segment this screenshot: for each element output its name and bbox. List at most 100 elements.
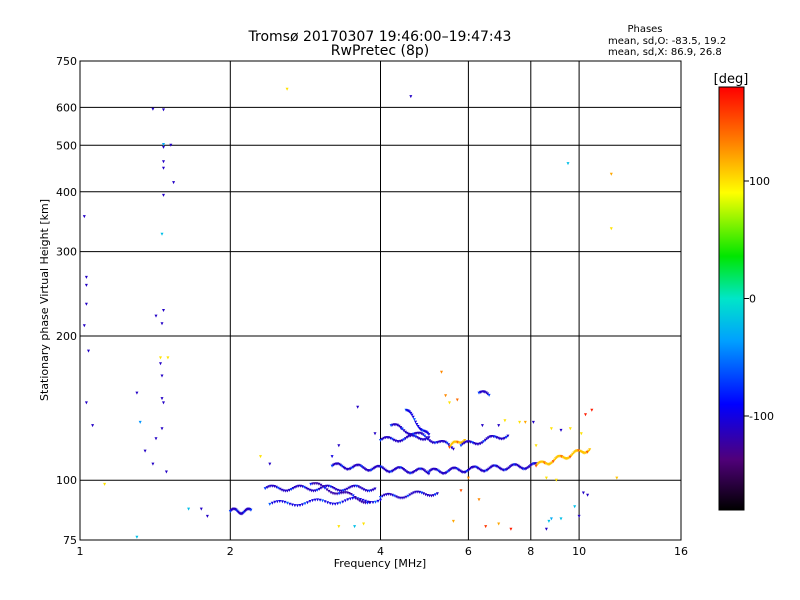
echo-point bbox=[287, 488, 291, 492]
echo-point bbox=[414, 420, 418, 424]
grid-layer bbox=[80, 61, 681, 540]
echo-point bbox=[289, 488, 293, 491]
echo-point bbox=[503, 436, 507, 440]
echo-point bbox=[304, 486, 308, 490]
echo-point bbox=[285, 87, 289, 91]
echo-point bbox=[323, 500, 327, 504]
echo-point bbox=[459, 444, 463, 448]
echo-point bbox=[554, 478, 558, 482]
echo-point bbox=[392, 438, 396, 442]
echo-point bbox=[297, 484, 301, 488]
echo-point bbox=[451, 447, 455, 451]
echo-point bbox=[358, 486, 362, 490]
echo-point bbox=[400, 427, 404, 431]
echo-point bbox=[341, 489, 345, 493]
echo-point bbox=[265, 486, 269, 490]
echo-point bbox=[384, 493, 388, 497]
echo-point bbox=[340, 489, 343, 493]
echo-point bbox=[579, 432, 583, 436]
echo-point bbox=[373, 432, 377, 436]
echo-point bbox=[84, 401, 88, 405]
echo-point bbox=[135, 391, 139, 395]
echo-point bbox=[609, 172, 613, 176]
echo-point bbox=[484, 391, 488, 395]
echo-point bbox=[397, 424, 401, 428]
echo-point bbox=[325, 484, 329, 488]
echo-point bbox=[523, 420, 527, 424]
echo-point bbox=[433, 493, 437, 497]
echo-point bbox=[424, 436, 428, 440]
echo-point bbox=[295, 485, 299, 489]
echo-point bbox=[293, 486, 297, 489]
echo-point bbox=[404, 495, 408, 499]
echo-point bbox=[151, 462, 155, 466]
echo-point bbox=[485, 468, 489, 472]
echo-point bbox=[270, 501, 274, 505]
echo-point bbox=[403, 469, 407, 473]
echo-point bbox=[160, 232, 164, 236]
echo-point bbox=[338, 501, 342, 505]
echo-point bbox=[501, 437, 505, 441]
echo-point bbox=[160, 397, 164, 401]
echo-point bbox=[369, 489, 373, 493]
echo-point bbox=[410, 492, 414, 496]
echo-point bbox=[312, 489, 316, 493]
echo-point bbox=[343, 491, 347, 495]
echo-point bbox=[568, 427, 572, 431]
echo-point bbox=[544, 527, 548, 531]
echo-point bbox=[457, 468, 461, 472]
echo-point bbox=[332, 487, 336, 490]
echo-point bbox=[480, 424, 484, 428]
echo-point bbox=[362, 522, 366, 526]
echo-point bbox=[386, 492, 390, 496]
echo-point bbox=[367, 501, 371, 505]
echo-point bbox=[549, 517, 553, 521]
echo-point bbox=[362, 488, 366, 492]
echo-point bbox=[497, 424, 501, 428]
echo-point bbox=[283, 500, 287, 504]
echo-point bbox=[515, 463, 519, 467]
echo-point bbox=[331, 502, 335, 506]
echo-point bbox=[615, 476, 619, 480]
echo-point bbox=[286, 489, 289, 493]
echo-point bbox=[349, 485, 353, 489]
echo-point bbox=[347, 486, 351, 490]
y-tick-label: 200 bbox=[56, 330, 77, 343]
echo-point bbox=[398, 496, 402, 500]
echo-point bbox=[84, 275, 88, 279]
echo-point bbox=[169, 143, 173, 147]
echo-point bbox=[508, 465, 512, 469]
y-tick-label: 100 bbox=[56, 474, 77, 487]
echo-point bbox=[135, 535, 139, 539]
echo-point bbox=[337, 492, 341, 496]
echo-point bbox=[356, 405, 360, 409]
echo-point bbox=[461, 442, 465, 446]
echo-point bbox=[419, 428, 422, 431]
echo-point bbox=[527, 465, 531, 469]
echo-point bbox=[339, 491, 343, 495]
y-tick-label: 300 bbox=[56, 246, 77, 259]
echo-point bbox=[507, 466, 511, 470]
echo-point bbox=[276, 486, 280, 490]
echo-point bbox=[259, 455, 262, 459]
echo-point bbox=[349, 493, 353, 496]
echo-point bbox=[482, 440, 486, 444]
echo-point bbox=[506, 467, 510, 471]
echo-point bbox=[162, 166, 165, 170]
echo-point bbox=[382, 467, 386, 471]
echo-point bbox=[303, 502, 307, 506]
echo-point bbox=[484, 525, 488, 529]
echo-point bbox=[362, 467, 366, 471]
echo-point bbox=[275, 500, 279, 504]
echo-point bbox=[381, 466, 385, 470]
echo-point bbox=[496, 465, 500, 469]
echo-point bbox=[326, 501, 330, 505]
echo-point bbox=[301, 503, 304, 507]
echo-point bbox=[435, 492, 439, 496]
echo-point bbox=[411, 415, 415, 419]
echo-point bbox=[455, 467, 459, 471]
echo-point bbox=[392, 468, 396, 472]
echo-point bbox=[426, 471, 429, 475]
echo-point bbox=[420, 491, 424, 495]
x-tick-label: 4 bbox=[377, 545, 384, 558]
